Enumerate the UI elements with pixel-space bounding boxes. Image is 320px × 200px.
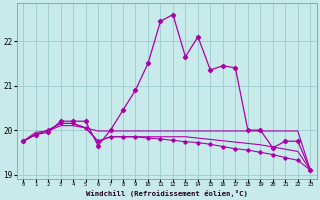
X-axis label: Windchill (Refroidissement éolien,°C): Windchill (Refroidissement éolien,°C) bbox=[86, 190, 248, 197]
